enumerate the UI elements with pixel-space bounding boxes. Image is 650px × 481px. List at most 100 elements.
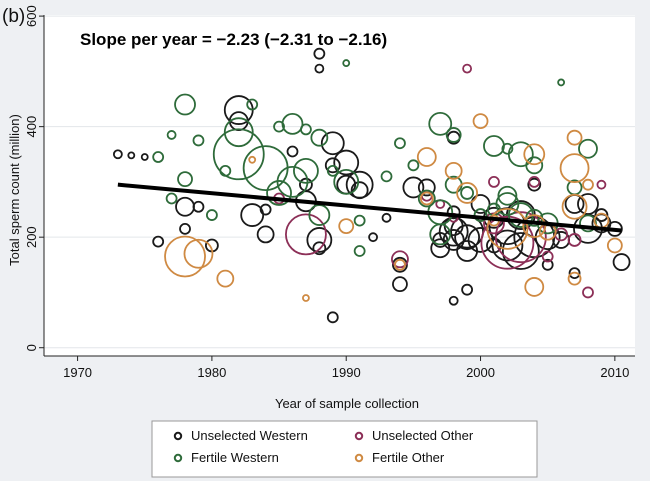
legend-box [151,420,538,478]
fertile-other-point [216,269,235,288]
unselected-western-point [192,200,205,213]
fertile-western-point [300,123,312,136]
unselected-western-point [402,176,425,199]
unselected-western-point [179,222,191,235]
unselected-western-point [527,177,542,192]
fertile-western-point [342,59,351,67]
fertile-western-point [308,204,331,226]
fertile-western-point [177,171,193,188]
fertile-western-point [445,127,462,143]
fertile-western-point [266,180,292,206]
fertile-other-point [472,113,489,130]
panel-label: (b) [2,6,26,27]
unselected-western-point [442,229,465,251]
fertile-western-point [473,208,488,222]
unselected-western-point [461,283,474,296]
fertile-western-point [326,164,339,177]
unselected-western-point [326,311,339,324]
fertile-other-point [419,191,434,206]
x-tick-label: 1990 [332,365,361,380]
fertile-western-point [205,209,218,221]
fertile-western-point [429,223,452,246]
unselected-other-point [541,250,554,263]
fertile-western-point [293,157,319,184]
unselected-western-point [381,212,392,223]
fertile-other-point [606,237,623,254]
fertile-western-point [212,128,265,181]
unselected-other-point [596,179,607,190]
fertile-western-point [223,117,254,148]
fertile-western-point [497,185,518,206]
fertile-western-point [273,120,285,133]
fertile-other-point [559,153,590,183]
fertile-western-point [380,170,393,183]
fertile-other-point [394,258,406,271]
unselected-other-point [391,250,409,269]
legend-label-unselected-western: Unselected Western [191,428,308,443]
unselected-western-point [324,157,341,174]
fertile-western-point [246,98,259,111]
unselected-western-point [491,229,524,262]
fertile-other-point [522,214,547,239]
unselected-other-point [528,176,541,188]
unselected-other-point [488,176,500,188]
fertile-other-point [567,271,582,286]
unselected-other-point [567,233,582,247]
fertile-other-point [486,207,529,250]
unselected-western-point [333,149,360,176]
unselected-western-point [140,153,149,161]
unselected-western-point [240,203,265,227]
unselected-western-point [127,151,136,160]
fertile-western-point [557,78,566,87]
unselected-western-point [612,253,631,271]
unselected-western-point [259,203,272,216]
points-layer [112,47,631,324]
fertile-other-point [338,218,355,235]
unselected-western-point [350,181,369,200]
unselected-western-point [312,241,327,256]
y-tick-label: 0 [24,344,39,351]
x-tick-label: 1970 [63,365,92,380]
legend-label-fertile-western: Fertile Western [191,450,279,465]
unselected-western-point [392,256,408,273]
unselected-western-point [501,232,540,270]
fertile-western-point [281,112,304,135]
unselected-other-point [462,63,473,74]
fertile-other-point [456,182,479,204]
fertile-western-point [165,192,178,205]
fertile-western-point [192,134,205,147]
fertile-other-point [582,178,594,191]
unselected-western-point [594,208,609,222]
unselected-western-point [306,227,333,253]
unselected-western-point [448,295,459,306]
y-tick-label: 200 [24,226,39,248]
unselected-western-point [314,63,325,74]
unselected-western-point [313,47,326,60]
fertile-western-point [579,214,597,233]
fertile-western-point [353,245,366,257]
fertile-other-point [444,161,463,180]
fertile-western-point [174,93,196,116]
fertile-western-point [578,138,598,159]
x-tick-label: 1980 [197,365,226,380]
fertile-other-point [523,143,546,166]
legend-marker-unselected-other [354,431,364,441]
unselected-other-point [494,211,547,264]
fertile-western-point [407,159,420,172]
fertile-other-point [183,238,214,269]
legend-label-fertile-other: Fertile Other [372,450,445,465]
y-axis-title: Total sperm count (million) [7,114,22,266]
x-axis-title: Year of sample collection [275,396,419,411]
regression-line [117,182,622,233]
unselected-western-point [541,258,554,271]
fertile-western-point [353,214,366,227]
fertile-western-point [507,141,534,168]
unselected-western-point [470,194,491,214]
fertile-western-point [428,111,453,136]
fertile-western-point [333,169,360,195]
fertile-other-point [566,129,583,146]
unselected-western-point [417,178,436,197]
fertile-western-point [152,151,165,163]
